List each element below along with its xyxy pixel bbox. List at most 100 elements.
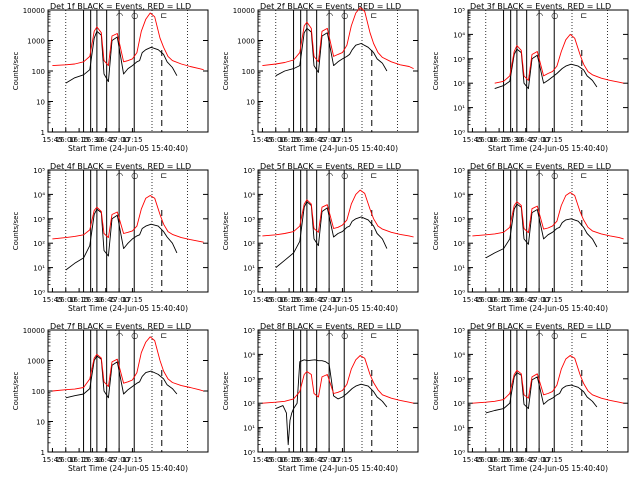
series-events [65,355,178,399]
y-tick-label: 1 [251,129,255,137]
x-axis-label: Start Time (24-Jun-05 15:40:40) [488,144,608,153]
chart-title: Det 3f BLACK = Events, RED = LLD [470,2,611,11]
x-tick-label: 17:00 [529,136,549,144]
y-tick-label: 10¹ [243,265,255,273]
x-tick-label: 17:15 [542,296,562,304]
x-tick-label: 16:15 [69,456,89,464]
x-axis-label: Start Time (24-Jun-05 15:40:40) [278,464,398,473]
series-events [485,372,598,414]
x-tick-label: 17:00 [529,456,549,464]
y-tick-label: 10⁵ [243,327,255,335]
x-tick-label: 16:15 [69,136,89,144]
chart-title: Det 5f BLACK = Events, RED = LLD [260,162,401,171]
y-tick-label: 10³ [243,216,255,224]
y-tick-label: 10 [246,99,255,107]
marker-circle: ○ [131,331,138,340]
y-tick-label: 10³ [243,376,255,384]
x-tick-label: 17:15 [122,136,142,144]
plot-frame [47,329,209,453]
x-tick-label: 17:15 [332,296,352,304]
x-tick-label: 17:00 [109,296,129,304]
marker-arc: ◠ [536,11,543,20]
y-tick-label: 10⁵ [453,7,465,15]
chart-title: Det 8f BLACK = Events, RED = LLD [260,322,401,331]
marker-circle: ○ [131,11,138,20]
plot-frame [257,329,419,453]
y-tick-label: 10² [243,240,255,248]
series-events [65,30,178,84]
marker-arc: ◠ [326,331,333,340]
marker-arc: ◠ [536,331,543,340]
plot-frame [467,9,629,133]
series-lld [52,336,204,392]
marker-arc: ◠ [326,171,333,180]
x-tick-label: 16:00 [476,456,496,464]
series-events [275,201,388,268]
x-tick-label: 15:45 [252,456,272,464]
series-lld [262,355,414,404]
series-events [494,48,598,90]
x-tick-label: 16:15 [279,136,299,144]
y-axis-label: Counts/sec [432,52,440,91]
x-tick-label: 17:00 [319,456,339,464]
x-tick-label: 16:45 [306,136,326,144]
series-lld [472,355,624,404]
y-tick-label: 10000 [23,327,45,335]
y-axis-label: Counts/sec [222,212,230,251]
x-tick-label: 17:15 [122,296,142,304]
y-tick-label: 1000 [27,358,45,366]
marker-bracket: ⊏ [161,11,168,20]
y-axis-label: Counts/sec [432,372,440,411]
series-lld [52,195,204,243]
y-tick-label: 10000 [23,7,45,15]
y-tick-label: 10⁴ [33,191,45,199]
y-tick-label: 100 [32,68,45,76]
y-axis-label: Counts/sec [222,372,230,411]
plot-frame [47,9,209,133]
marker-bracket: ⊏ [581,331,588,340]
marker-bracket: ⊏ [161,171,168,180]
x-tick-label: 16:30 [502,296,522,304]
marker-bracket: ⊏ [371,171,378,180]
y-tick-label: 10⁰ [453,449,465,457]
chart-panel-8: Det 8f BLACK = Events, RED = LLD 10⁰ 10¹ 10… [222,322,419,473]
y-tick-label: 10 [36,99,45,107]
x-tick-label: 15:45 [42,456,62,464]
y-tick-label: 10⁴ [453,351,465,359]
y-tick-label: 10² [243,400,255,408]
marker-arc: ◠ [116,11,123,20]
x-tick-label: 15:45 [462,456,482,464]
x-tick-label: 17:15 [542,136,562,144]
x-tick-label: 16:00 [266,136,286,144]
chart-panel-7: Det 7f BLACK = Events, RED = LLD 1 10 100 10… [12,322,209,473]
x-tick-label: 16:15 [279,296,299,304]
plot-frame [257,9,419,133]
y-tick-label: 10² [453,240,465,248]
x-tick-label: 16:15 [489,136,509,144]
y-tick-label: 10¹ [453,265,465,273]
x-tick-label: 16:30 [82,456,102,464]
x-tick-label: 15:45 [462,136,482,144]
y-tick-label: 10² [33,240,45,248]
marker-arc: ◠ [326,11,333,20]
y-tick-label: 10⁵ [453,327,465,335]
series-lld [494,33,624,84]
y-tick-label: 10⁰ [453,289,465,297]
y-axis-label: Counts/sec [12,212,20,251]
y-tick-label: 10³ [33,216,45,224]
x-axis-label: Start Time (24-Jun-05 15:40:40) [278,304,398,313]
x-tick-label: 16:00 [56,136,76,144]
series-events [485,203,598,259]
x-tick-label: 16:00 [56,296,76,304]
x-tick-label: 16:30 [292,136,312,144]
marker-circle: ○ [551,11,558,20]
x-tick-label: 17:00 [529,296,549,304]
marker-arc: ◠ [116,331,123,340]
x-axis-label: Start Time (24-Jun-05 15:40:40) [488,464,608,473]
y-tick-label: 100 [242,68,255,76]
x-tick-label: 17:00 [319,136,339,144]
x-tick-label: 16:00 [266,456,286,464]
plot-frame [257,169,419,293]
chart-panel-9: Det 9f BLACK = Events, RED = LLD 10⁰ 10¹ 10… [432,322,629,473]
chart-panel-5: Det 5f BLACK = Events, RED = LLD 10⁰ 10¹ 10… [222,162,419,313]
